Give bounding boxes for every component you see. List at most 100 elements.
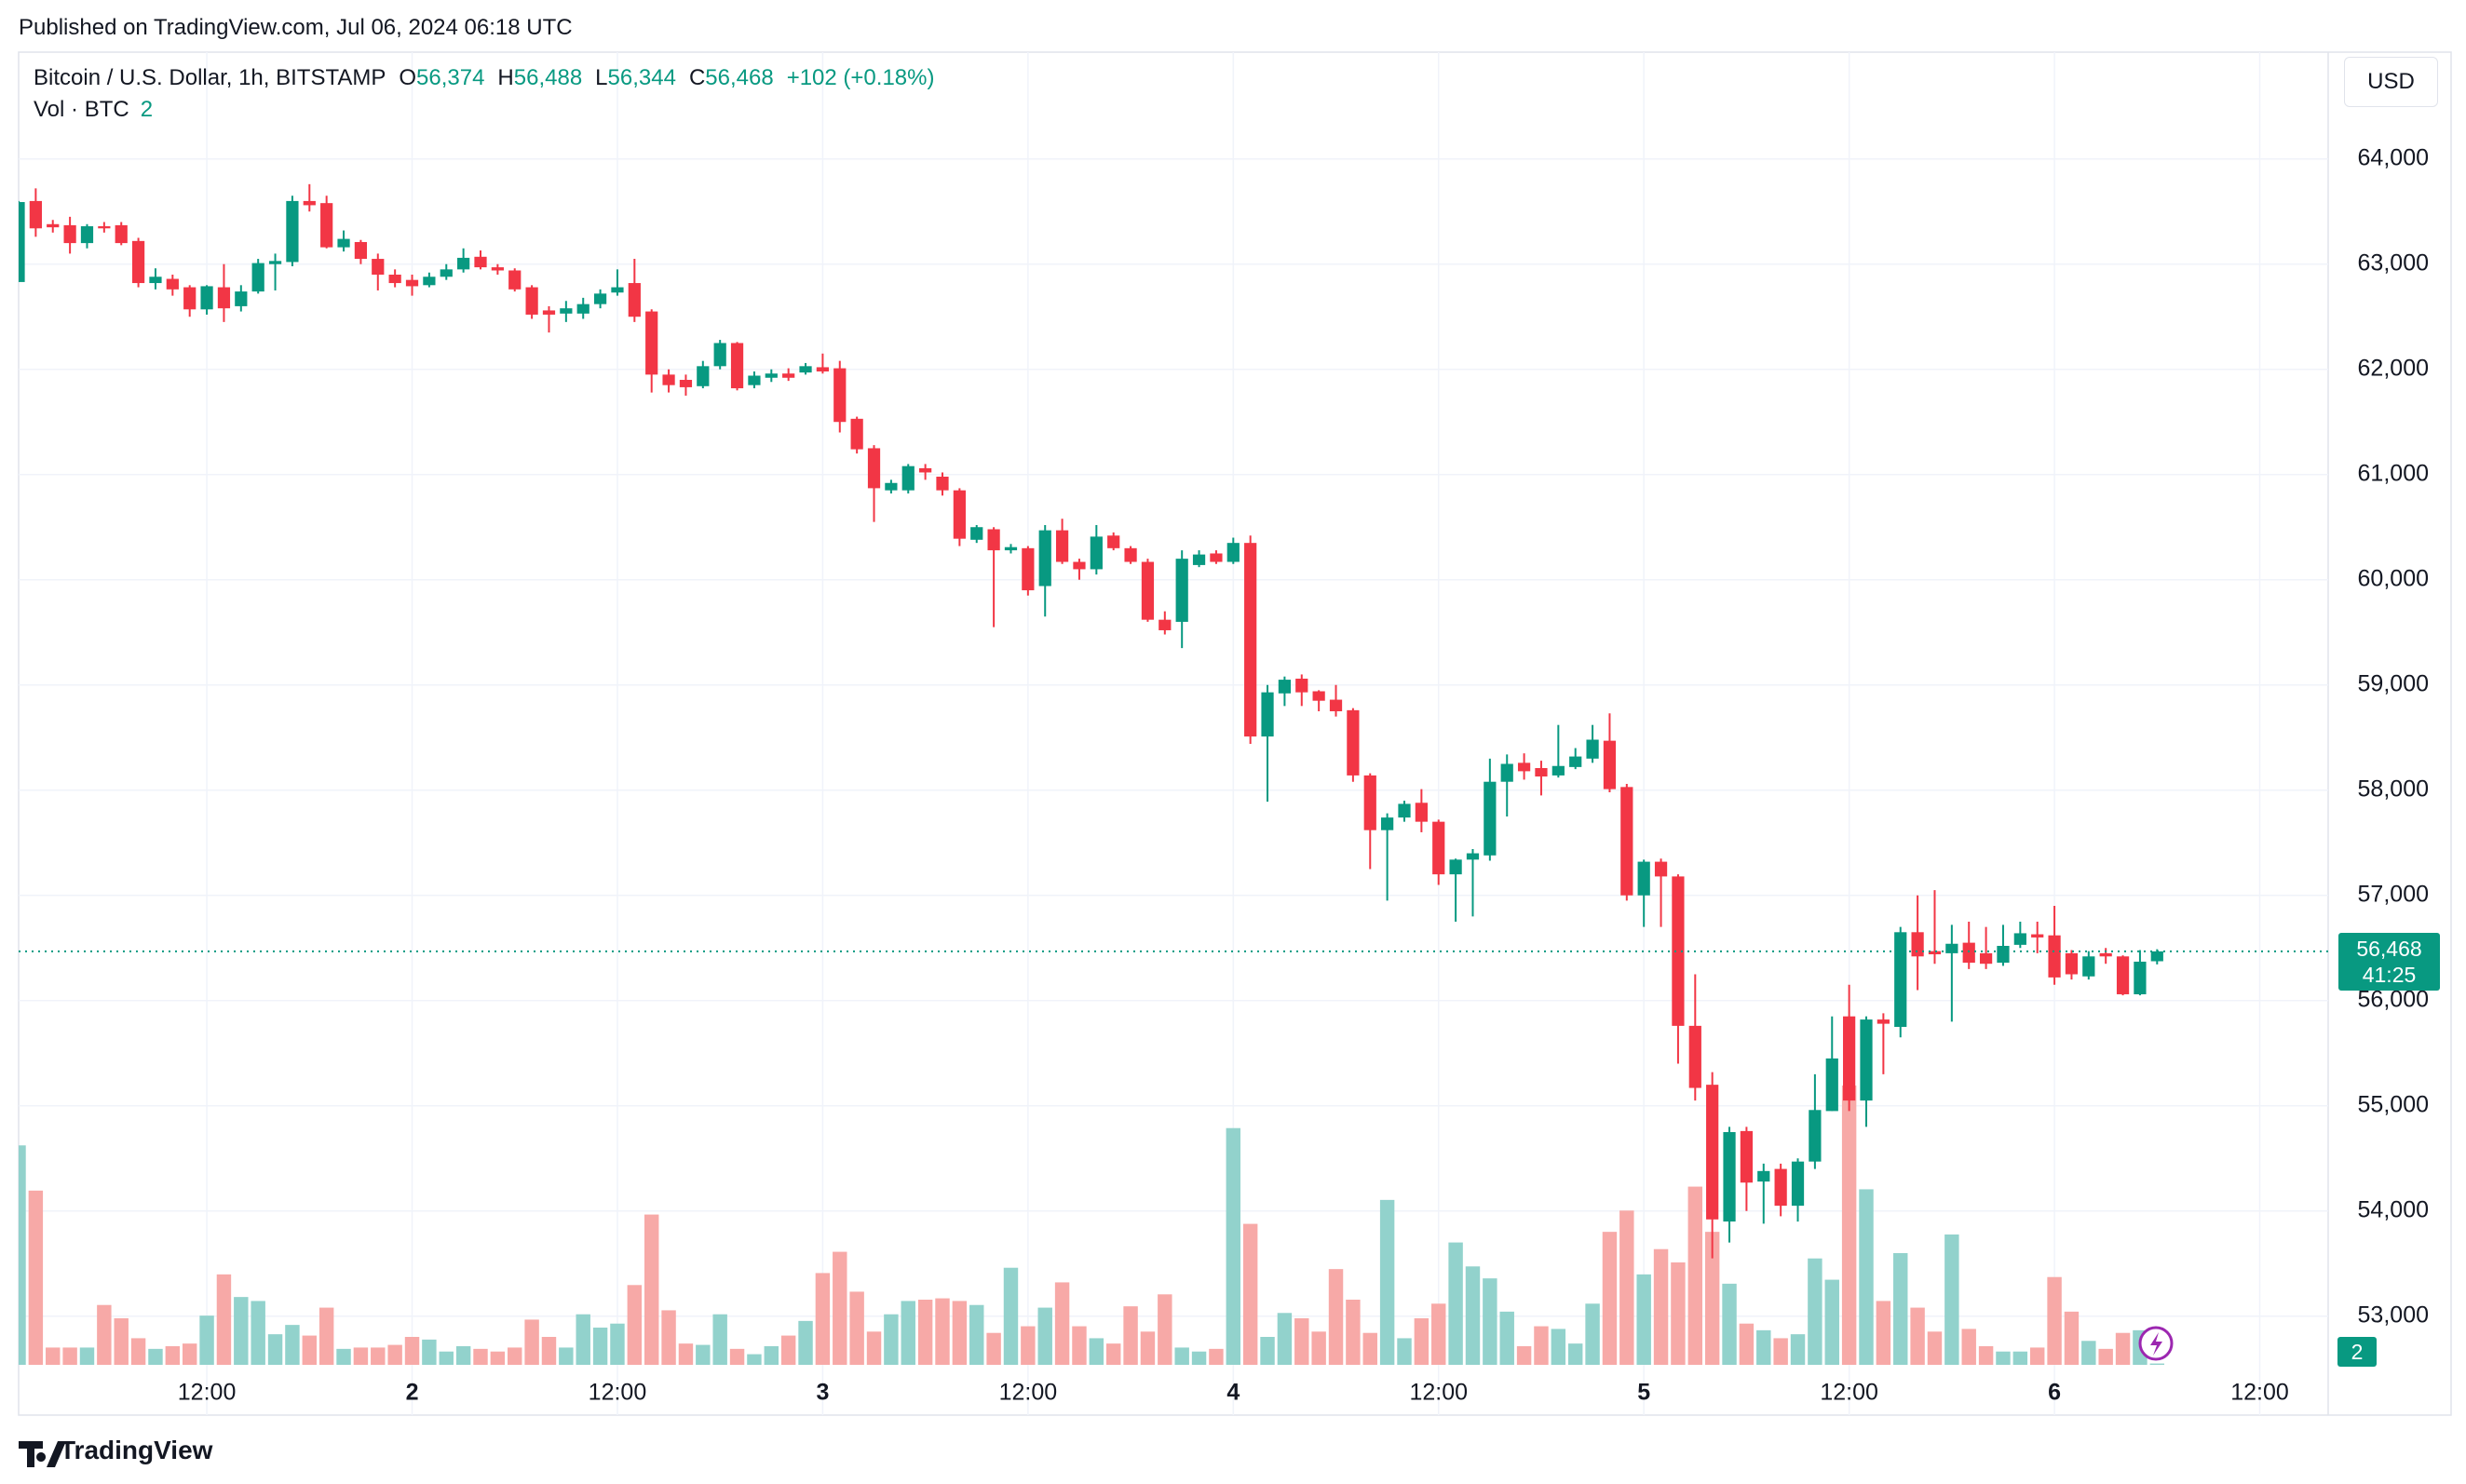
volume-bar bbox=[114, 1318, 129, 1365]
candle-body bbox=[217, 287, 231, 309]
volume-bar bbox=[1089, 1338, 1104, 1365]
candle-body bbox=[833, 368, 847, 423]
volume-bar bbox=[969, 1304, 984, 1365]
currency-button[interactable]: USD bbox=[2344, 57, 2438, 107]
candle-body bbox=[29, 200, 42, 229]
volume-bar bbox=[1671, 1262, 1686, 1365]
volume-bar bbox=[2081, 1341, 2096, 1365]
grid bbox=[19, 52, 2328, 1415]
candle-body bbox=[1466, 853, 1480, 860]
volume-bar bbox=[1328, 1269, 1344, 1365]
candle-body bbox=[166, 278, 179, 290]
volume-bar bbox=[524, 1319, 539, 1365]
candle-body bbox=[1637, 861, 1650, 896]
volume-bar bbox=[712, 1314, 727, 1365]
candle-body bbox=[1192, 554, 1206, 565]
volume-bar bbox=[798, 1320, 813, 1365]
volume-bar bbox=[2047, 1276, 2062, 1365]
candle-body bbox=[372, 259, 385, 276]
volume-bar bbox=[62, 1347, 77, 1365]
volume-bar bbox=[1499, 1311, 1514, 1365]
volume-bar bbox=[1773, 1338, 1788, 1365]
candle-body bbox=[1825, 1058, 1838, 1112]
candle-body bbox=[47, 223, 60, 228]
candle-body bbox=[679, 380, 693, 387]
volume-bar bbox=[1636, 1274, 1651, 1365]
candle-body bbox=[1962, 942, 1975, 964]
volume-bar bbox=[1158, 1294, 1172, 1365]
candle-body bbox=[1432, 821, 1445, 875]
candle-body bbox=[713, 343, 726, 367]
x-tick-label: 12:00 bbox=[1820, 1380, 1878, 1406]
volume-bar bbox=[1722, 1283, 1737, 1365]
volume-bar bbox=[661, 1310, 676, 1365]
volume-bar bbox=[1534, 1326, 1549, 1365]
x-tick-label: 12:00 bbox=[2230, 1380, 2289, 1406]
candle-body bbox=[1654, 861, 1668, 877]
x-tick-label: 12:00 bbox=[178, 1380, 237, 1406]
volume-bar bbox=[1927, 1331, 1943, 1365]
candle-body bbox=[1569, 756, 1582, 767]
candle-body bbox=[919, 467, 932, 473]
volume-bar bbox=[866, 1331, 882, 1365]
volume-bar bbox=[1516, 1346, 1532, 1365]
last-price-label: 56,468 bbox=[2356, 936, 2422, 961]
candle-body bbox=[1158, 619, 1172, 630]
candle-body bbox=[560, 308, 573, 314]
volume-bar bbox=[1687, 1186, 1703, 1365]
volume-bar bbox=[1414, 1318, 1429, 1365]
candle-body bbox=[885, 482, 898, 491]
volume-bar bbox=[849, 1291, 864, 1365]
volume-bar bbox=[1483, 1278, 1497, 1365]
candle-body bbox=[1363, 775, 1376, 830]
candle-body bbox=[1979, 952, 1993, 965]
volume-bar bbox=[1551, 1329, 1566, 1365]
candle-body bbox=[1278, 680, 1292, 694]
volume-bar bbox=[1311, 1331, 1326, 1365]
candle-body bbox=[1911, 932, 1924, 957]
volume-bar bbox=[1397, 1338, 1412, 1365]
candle-body bbox=[1586, 739, 1599, 759]
volume-bar bbox=[1876, 1301, 1891, 1365]
volume-bar bbox=[1961, 1329, 1976, 1365]
candle-body bbox=[440, 269, 453, 277]
x-tick-label: 6 bbox=[2048, 1380, 2061, 1406]
volume-bar bbox=[1072, 1326, 1087, 1365]
countdown: 41:25 bbox=[2362, 962, 2417, 987]
candle-body bbox=[354, 241, 368, 260]
volume-bar bbox=[199, 1315, 214, 1365]
volume-bar bbox=[1174, 1347, 1189, 1365]
legend-value: 56,488 bbox=[513, 65, 583, 90]
volume-last: 2 bbox=[140, 97, 154, 122]
legend-key: H bbox=[497, 65, 514, 90]
candle-body bbox=[149, 277, 162, 284]
candle-body bbox=[1312, 691, 1325, 701]
volume-bar bbox=[1944, 1234, 1959, 1365]
candle-body bbox=[936, 476, 949, 491]
candle-body bbox=[1757, 1170, 1770, 1182]
candle-body bbox=[611, 287, 624, 293]
candle-body bbox=[337, 238, 350, 248]
legend-key: L bbox=[595, 65, 608, 90]
legend-value: 56,374 bbox=[416, 65, 485, 90]
candle-body bbox=[423, 277, 436, 286]
volume-bar bbox=[1294, 1318, 1309, 1365]
candle-body bbox=[2116, 956, 2130, 994]
volume-bar bbox=[1465, 1266, 1481, 1365]
volume-bar bbox=[422, 1339, 437, 1365]
legend: Bitcoin / U.S. Dollar, 1h, BITSTAMP O 56,… bbox=[34, 65, 934, 91]
candle-body bbox=[576, 304, 589, 314]
candle-body bbox=[457, 257, 470, 270]
volume-bar bbox=[1209, 1348, 1224, 1365]
volume-bar bbox=[780, 1335, 796, 1365]
published-note: Published on TradingView.com, Jul 06, 20… bbox=[19, 15, 573, 40]
y-tick-label: 60,000 bbox=[2358, 565, 2429, 591]
volume-bar bbox=[1739, 1323, 1755, 1365]
y-tick-label: 56,000 bbox=[2358, 986, 2429, 1012]
volume-bar bbox=[148, 1348, 163, 1365]
volume-bar bbox=[696, 1344, 711, 1365]
x-tick-label: 3 bbox=[816, 1380, 829, 1406]
volume-bar bbox=[592, 1328, 608, 1365]
